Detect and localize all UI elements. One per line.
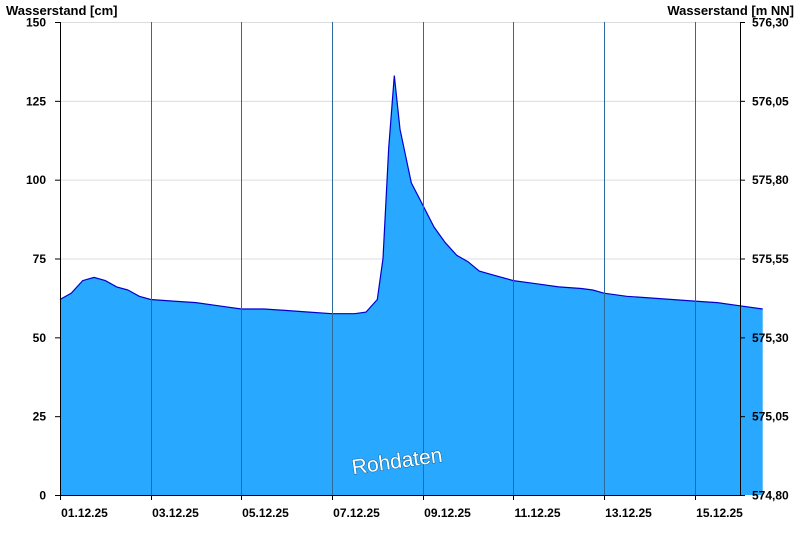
left-tick-label: 25 — [33, 410, 47, 424]
right-axis-title: Wasserstand [m NN] — [667, 3, 794, 18]
x-tick-label: 09.12.25 — [424, 506, 471, 520]
x-tick-label: 13.12.25 — [605, 506, 652, 520]
right-axis-ticks: 574,80 575,05 575,30 575,55 575,80 576,05 576,… — [740, 16, 789, 503]
x-tick-label: 01.12.25 — [61, 506, 108, 520]
water-level-line — [59, 75, 763, 315]
right-tick-label: 575,30 — [752, 331, 789, 345]
left-tick-label: 125 — [26, 94, 46, 108]
x-tick-label: 07.12.25 — [333, 506, 380, 520]
left-tick-label: 50 — [33, 331, 47, 345]
x-tick-label: 15.12.25 — [696, 506, 743, 520]
x-axis-ticks: 01.12.25 03.12.25 05.12.25 07.12.25 09.12.25… — [60, 495, 743, 520]
water-level-area — [60, 75, 763, 495]
left-tick-label: 150 — [26, 16, 46, 30]
left-tick-label: 0 — [39, 489, 46, 503]
right-tick-label: 575,55 — [752, 252, 789, 266]
right-tick-label: 576,30 — [752, 16, 789, 30]
x-tick-label: 03.12.25 — [152, 506, 199, 520]
right-tick-label: 576,05 — [752, 94, 789, 108]
left-axis-title: Wasserstand [cm] — [6, 3, 118, 18]
left-tick-label: 100 — [26, 173, 46, 187]
right-tick-label: 575,80 — [752, 173, 789, 187]
x-tick-label: 11.12.25 — [514, 506, 560, 520]
vertical-gridlines — [151, 22, 696, 495]
left-axis-ticks: 0 25 50 75 100 125 150 — [26, 16, 60, 503]
left-tick-label: 75 — [33, 252, 47, 266]
right-tick-label: 575,05 — [752, 410, 789, 424]
right-tick-label: 574,80 — [752, 489, 789, 503]
x-tick-label: 05.12.25 — [242, 506, 289, 520]
